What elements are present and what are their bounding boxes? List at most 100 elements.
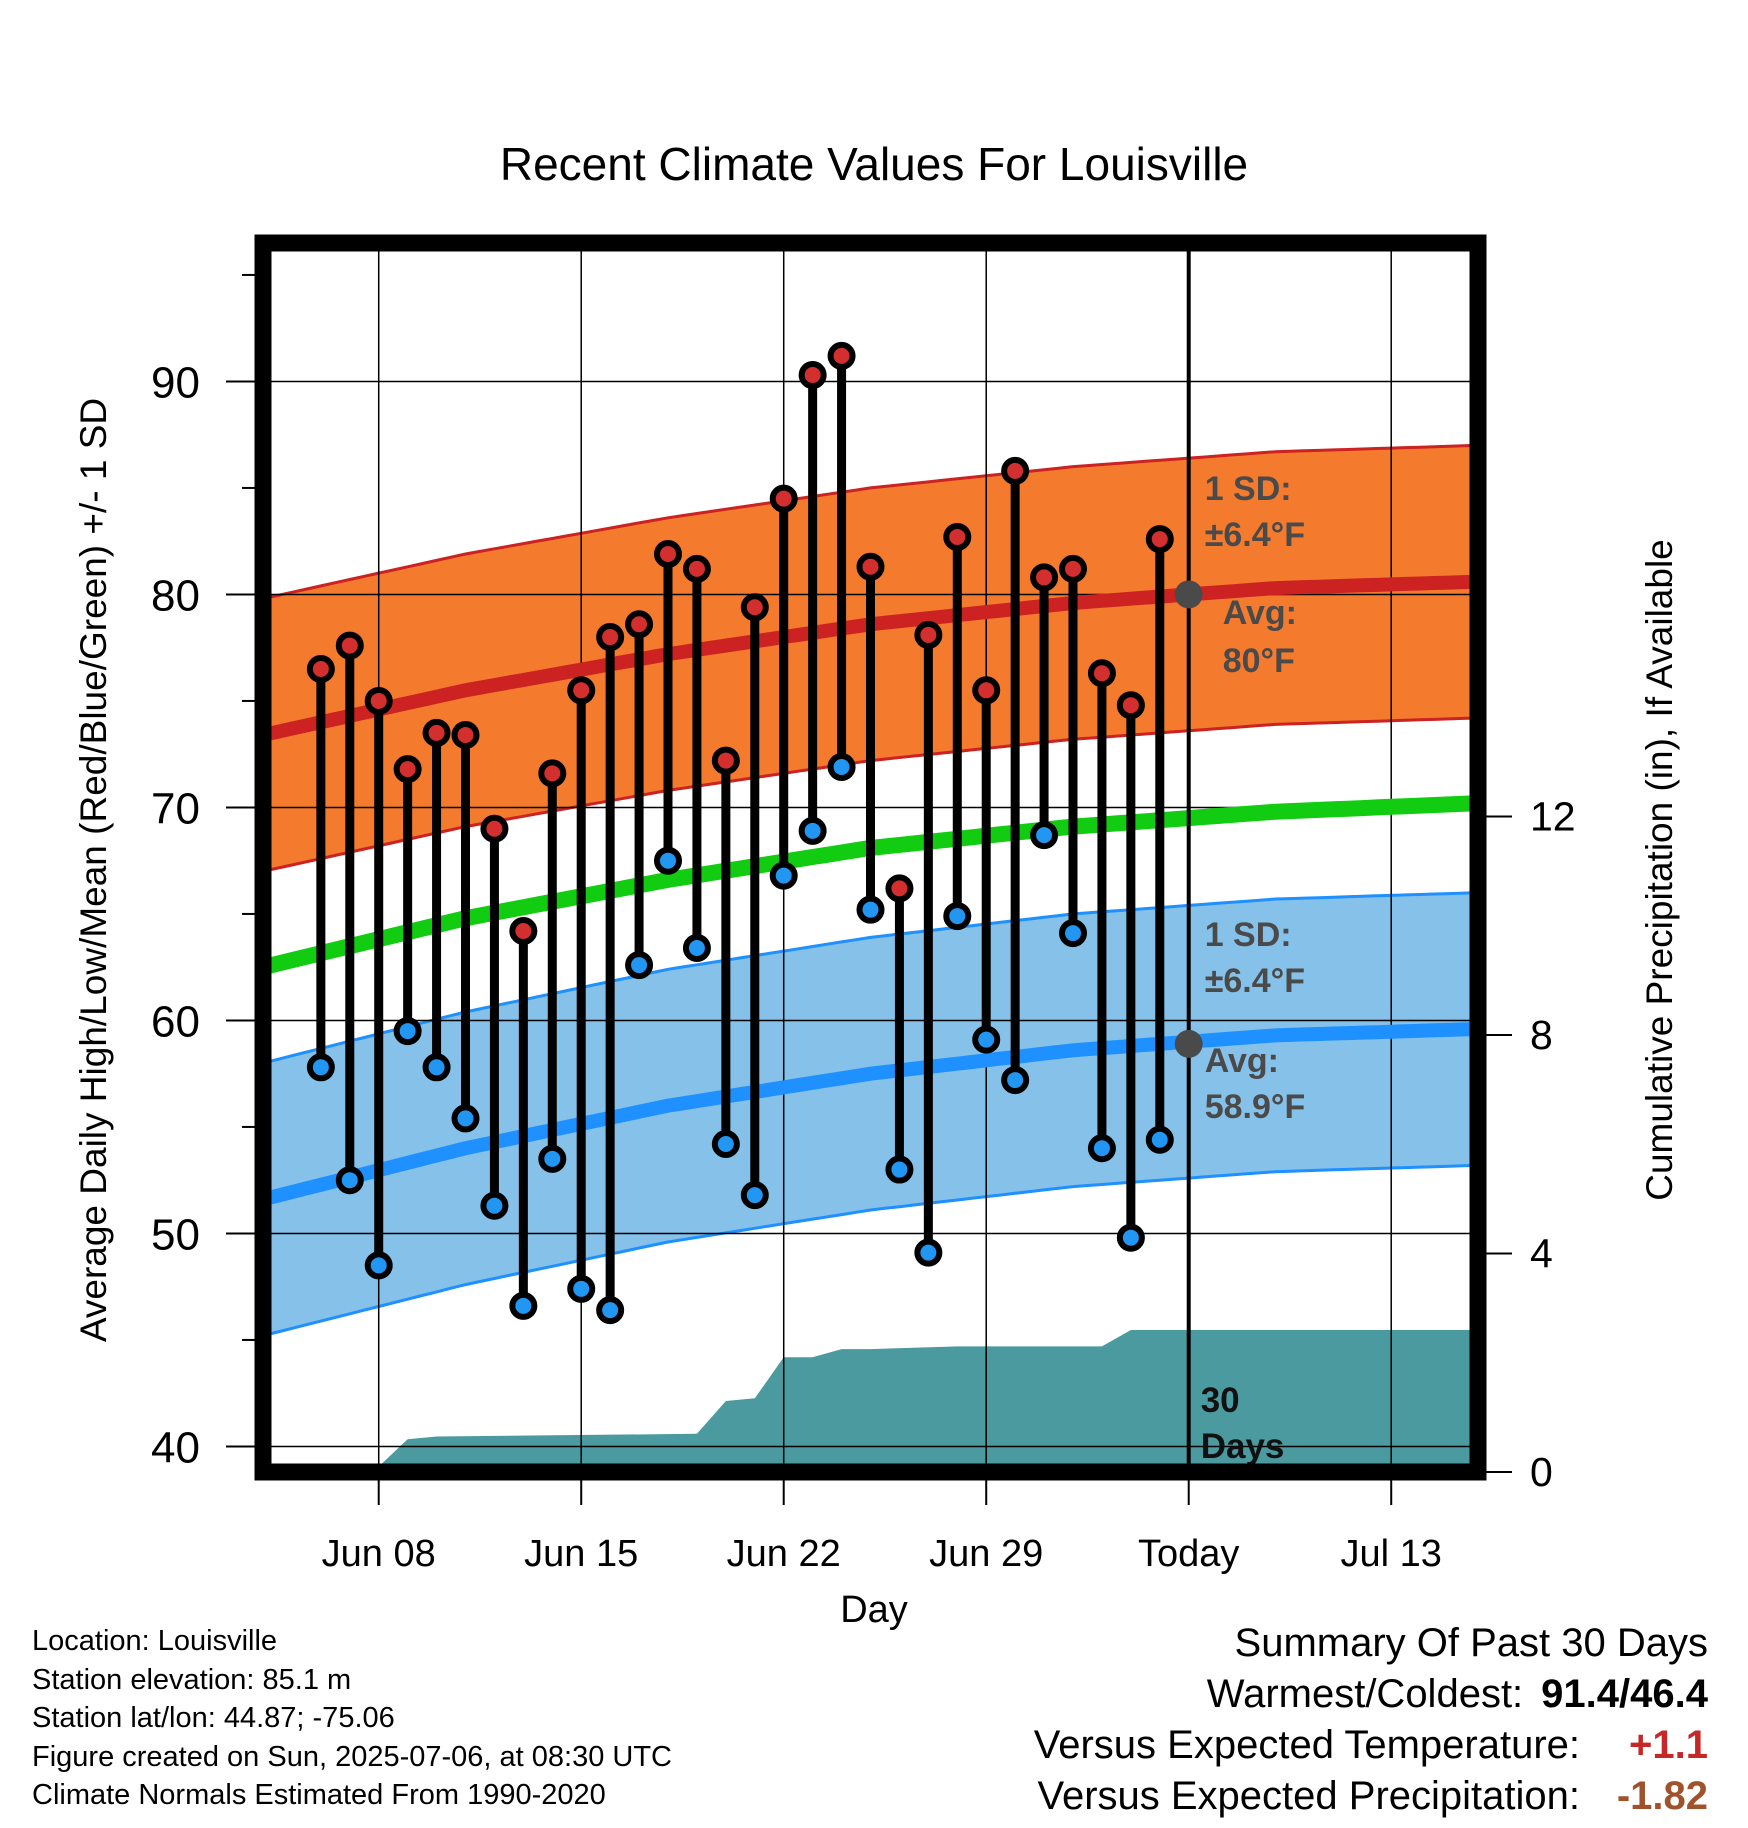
low-avg-label: Avg:: [1205, 1042, 1279, 1080]
low-temp-point: [480, 1191, 509, 1220]
y-tick-label: 40: [151, 1423, 200, 1472]
summary-panel: Summary Of Past 30 Days Warmest/Coldest:…: [1034, 1618, 1708, 1822]
low-temp-point: [393, 1017, 422, 1046]
high-temp-point: [914, 620, 943, 649]
high-temp-point: [827, 341, 856, 370]
high-temp-point: [1087, 659, 1116, 688]
high-temp-point: [567, 676, 596, 705]
low-mean-line: [263, 1022, 1478, 1207]
low-temp-point: [654, 846, 682, 875]
high-temp-point: [654, 539, 682, 568]
low-temp-point: [596, 1296, 625, 1325]
high-temp-point: [625, 610, 654, 639]
high-temp-point: [711, 746, 740, 775]
high-temp-point: [335, 631, 364, 660]
summary-precipitation: Versus Expected Precipitation: -1.82: [1034, 1771, 1708, 1822]
low-temp-point: [740, 1181, 769, 1210]
summary-warmest-coldest-label: Warmest/Coldest:: [1206, 1672, 1524, 1716]
y-tick-label: 60: [151, 997, 200, 1046]
high-temp-point: [509, 916, 538, 945]
info-normals: Climate Normals Estimated From 1990-2020: [32, 1779, 606, 1811]
precipitation-area: [291, 1330, 1478, 1472]
low-temp-point: [509, 1291, 538, 1320]
high-temp-point: [1001, 456, 1030, 485]
high-temp-point: [1145, 525, 1174, 554]
low-temp-point: [682, 934, 711, 963]
low-temp-point: [335, 1166, 364, 1195]
high-temp-point: [682, 554, 711, 583]
high-temp-point: [1116, 691, 1145, 720]
high-sd-label: 1 SD:: [1205, 470, 1292, 508]
low-avg-value: 58.9°F: [1205, 1088, 1306, 1126]
low-temp-point: [1145, 1125, 1174, 1154]
y-axis-label: Average Daily High/Low/Mean (Red/Blue/Gr…: [73, 398, 114, 1342]
x-tick-label: Jun 29: [929, 1533, 1043, 1575]
x-tick-label: Jun 22: [727, 1533, 841, 1575]
y-axis-right-label: Cumulative Precipitation (in), If Availa…: [1639, 539, 1680, 1201]
y-tick-label: 80: [151, 571, 200, 620]
high-sd-value: ±6.4°F: [1205, 516, 1305, 554]
chart-title: Recent Climate Values For Louisville: [500, 138, 1248, 190]
low-temp-point: [422, 1053, 451, 1082]
x-tick-label: Jun 15: [524, 1533, 638, 1575]
high-temp-point: [451, 721, 480, 750]
high-avg-marker: [1174, 580, 1203, 609]
low-band-lower-edge: [263, 1163, 1478, 1338]
high-temp-point: [798, 361, 827, 390]
summary-warmest-coldest: Warmest/Coldest: 91.4/46.4: [1034, 1669, 1708, 1720]
x-tick-label: Jul 13: [1341, 1533, 1442, 1575]
high-temp-point: [393, 755, 422, 784]
low-temp-point: [1001, 1066, 1030, 1095]
low-sd-value: ±6.4°F: [1205, 962, 1305, 1000]
info-elevation: Station elevation: 85.1 m: [32, 1663, 352, 1696]
low-temp-point: [306, 1053, 335, 1082]
y-right-tick-label: 8: [1530, 1012, 1553, 1058]
high-temp-point: [538, 759, 567, 788]
high-band-upper-edge: [263, 443, 1478, 601]
low-temp-point: [1059, 919, 1087, 948]
info-created: Figure created on Sun, 2025-07-06, at 08…: [32, 1740, 672, 1773]
high-avg-label: Avg:: [1223, 594, 1297, 632]
summary-precipitation-value: -1.82: [1616, 1774, 1708, 1818]
low-temp-point: [769, 861, 798, 890]
summary-precipitation-label: Versus Expected Precipitation:: [1037, 1774, 1580, 1818]
summary-warmest-coldest-value: 91.4/46.4: [1541, 1672, 1708, 1716]
low-temp-point: [625, 951, 654, 980]
low-temp-point: [1116, 1223, 1145, 1252]
low-temp-point: [856, 895, 885, 924]
high-temp-point: [769, 484, 798, 513]
low-temp-point: [1030, 821, 1059, 850]
high-temp-point: [740, 593, 769, 622]
summary-temperature-value: +1.1: [1629, 1723, 1708, 1767]
summary-temperature-label: Versus Expected Temperature:: [1033, 1723, 1580, 1767]
summary-title: Summary Of Past 30 Days: [1234, 1621, 1708, 1665]
high-temp-point: [1059, 554, 1087, 583]
high-temp-point: [1030, 563, 1059, 592]
high-temp-point: [972, 676, 1001, 705]
high-temp-point: [422, 718, 451, 747]
period-unit: Days: [1201, 1427, 1285, 1466]
low-temp-point: [1087, 1134, 1116, 1163]
y-tick-label: 90: [151, 358, 200, 407]
high-temp-point: [480, 814, 509, 843]
y-tick-label: 50: [151, 1210, 200, 1259]
high-temp-point: [306, 654, 335, 683]
low-temp-point: [451, 1104, 480, 1133]
low-temp-point: [885, 1155, 914, 1184]
high-temp-point: [943, 522, 972, 551]
plot-frame: [254, 234, 1487, 1481]
low-temp-point: [711, 1129, 740, 1158]
summary-temperature: Versus Expected Temperature: +1.1: [1034, 1720, 1708, 1771]
high-avg-value: 80°F: [1223, 642, 1295, 680]
low-temp-point: [538, 1144, 567, 1173]
low-avg-marker: [1174, 1029, 1203, 1058]
info-location: Location: Louisville: [32, 1625, 278, 1657]
high-temp-point: [856, 552, 885, 581]
y-tick-label: 70: [151, 784, 200, 833]
period-number: 30: [1201, 1381, 1240, 1420]
x-tick-label: Today: [1138, 1533, 1239, 1575]
low-temp-point: [827, 752, 856, 781]
high-temp-point: [364, 686, 393, 715]
x-axis-label: Day: [840, 1589, 908, 1631]
